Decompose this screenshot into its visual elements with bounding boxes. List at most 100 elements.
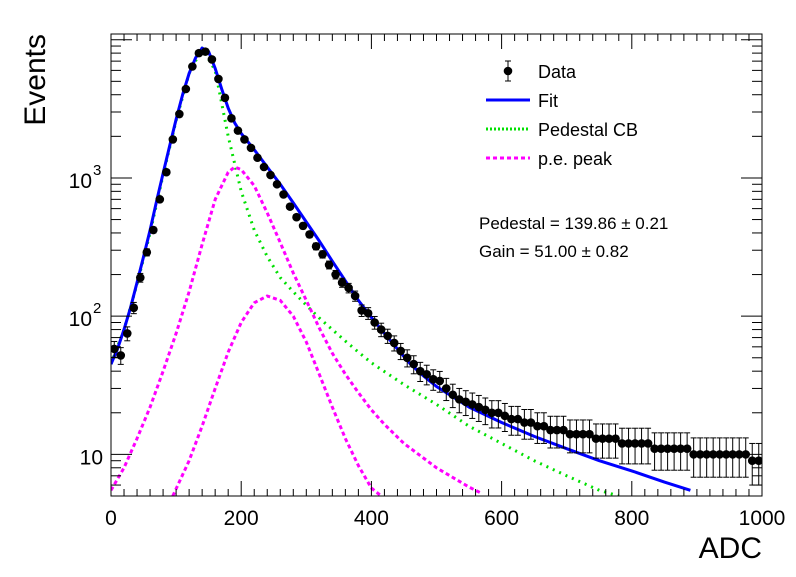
data-marker xyxy=(585,429,594,439)
data-marker xyxy=(422,369,432,379)
data-marker xyxy=(702,450,711,459)
data-point xyxy=(129,301,139,315)
y-tick-label: 10 3 xyxy=(69,162,102,193)
data-point xyxy=(396,342,405,361)
legend-item-fit: Fit xyxy=(486,91,558,111)
data-point xyxy=(350,290,360,302)
data-marker xyxy=(259,162,269,172)
series-p-e-peak-1 xyxy=(111,165,483,495)
data-point xyxy=(461,390,471,417)
x-tick-label: 800 xyxy=(614,507,649,530)
data-marker xyxy=(292,212,301,222)
series-p-e-peak-2 xyxy=(171,294,383,496)
data-point xyxy=(721,437,731,478)
data-marker xyxy=(435,376,445,386)
data-point xyxy=(578,419,588,454)
data-marker xyxy=(617,439,627,448)
data-marker xyxy=(344,283,353,293)
data-marker xyxy=(357,306,366,315)
data-marker xyxy=(129,303,139,313)
data-marker xyxy=(728,450,738,459)
data-point xyxy=(181,84,191,94)
data-point xyxy=(617,427,627,465)
data-point xyxy=(708,437,718,478)
data-point xyxy=(135,272,145,283)
data-point xyxy=(728,437,738,478)
data-marker xyxy=(253,153,262,163)
data-point xyxy=(168,135,178,144)
data-marker xyxy=(324,260,334,270)
data-point xyxy=(344,282,353,294)
data-marker xyxy=(578,429,588,439)
data-marker xyxy=(669,444,679,453)
data-marker xyxy=(481,405,490,415)
data-marker xyxy=(331,270,340,279)
data-marker xyxy=(402,353,412,363)
y-tick-label: 10 xyxy=(80,446,103,469)
annotation-gain: Gain = 51.00 ± 0.82 xyxy=(479,242,629,261)
data-marker xyxy=(337,278,347,287)
data-marker xyxy=(513,414,523,424)
legend-item-data: Data xyxy=(503,60,577,82)
data-point xyxy=(747,442,757,486)
data-point xyxy=(149,225,158,235)
y-tick-base: 10 xyxy=(69,170,92,193)
data-point xyxy=(402,349,412,368)
data-marker xyxy=(468,400,477,409)
data-marker xyxy=(663,444,672,453)
data-point xyxy=(487,400,497,429)
legend-label: Data xyxy=(538,62,577,82)
data-point xyxy=(689,437,698,478)
data-marker xyxy=(487,408,497,418)
data-marker xyxy=(546,425,555,435)
data-point xyxy=(702,437,711,478)
data-point xyxy=(591,423,601,459)
data-marker xyxy=(350,291,360,301)
data-marker xyxy=(500,411,510,421)
data-marker xyxy=(363,308,373,318)
data-point xyxy=(715,437,724,478)
data-marker xyxy=(559,425,568,435)
data-marker xyxy=(318,250,327,259)
data-point xyxy=(682,432,692,471)
data-point xyxy=(695,437,705,478)
data-point xyxy=(468,392,477,419)
data-point xyxy=(539,412,549,444)
data-marker xyxy=(272,179,282,189)
data-marker xyxy=(149,225,158,235)
data-point xyxy=(240,135,249,144)
data-marker xyxy=(396,346,405,356)
data-point xyxy=(650,432,659,471)
data-point xyxy=(266,170,275,180)
data-marker xyxy=(461,397,471,407)
data-point xyxy=(481,397,490,426)
y-tick-exp: 2 xyxy=(93,300,101,317)
data-point xyxy=(415,361,425,383)
x-tick-label: 400 xyxy=(354,507,389,530)
y-tick-label: 10 2 xyxy=(69,300,102,331)
data-point xyxy=(546,415,555,449)
data-points-layer xyxy=(111,47,762,486)
data-point xyxy=(565,419,575,454)
data-marker xyxy=(227,114,236,123)
data-marker xyxy=(142,247,152,257)
data-point xyxy=(669,432,679,471)
data-marker xyxy=(695,450,705,459)
legend-marker xyxy=(503,66,513,76)
data-marker xyxy=(175,109,184,119)
data-marker xyxy=(233,126,243,135)
data-marker xyxy=(428,374,438,384)
data-point xyxy=(448,383,458,409)
data-marker xyxy=(689,450,698,459)
data-marker xyxy=(409,359,419,369)
data-marker xyxy=(533,421,542,431)
data-marker xyxy=(734,450,744,459)
data-marker xyxy=(383,331,392,341)
data-point xyxy=(324,260,334,270)
data-point xyxy=(428,369,438,391)
data-point xyxy=(376,322,386,338)
data-point xyxy=(363,307,373,320)
data-point xyxy=(656,432,666,471)
data-marker xyxy=(214,74,223,84)
